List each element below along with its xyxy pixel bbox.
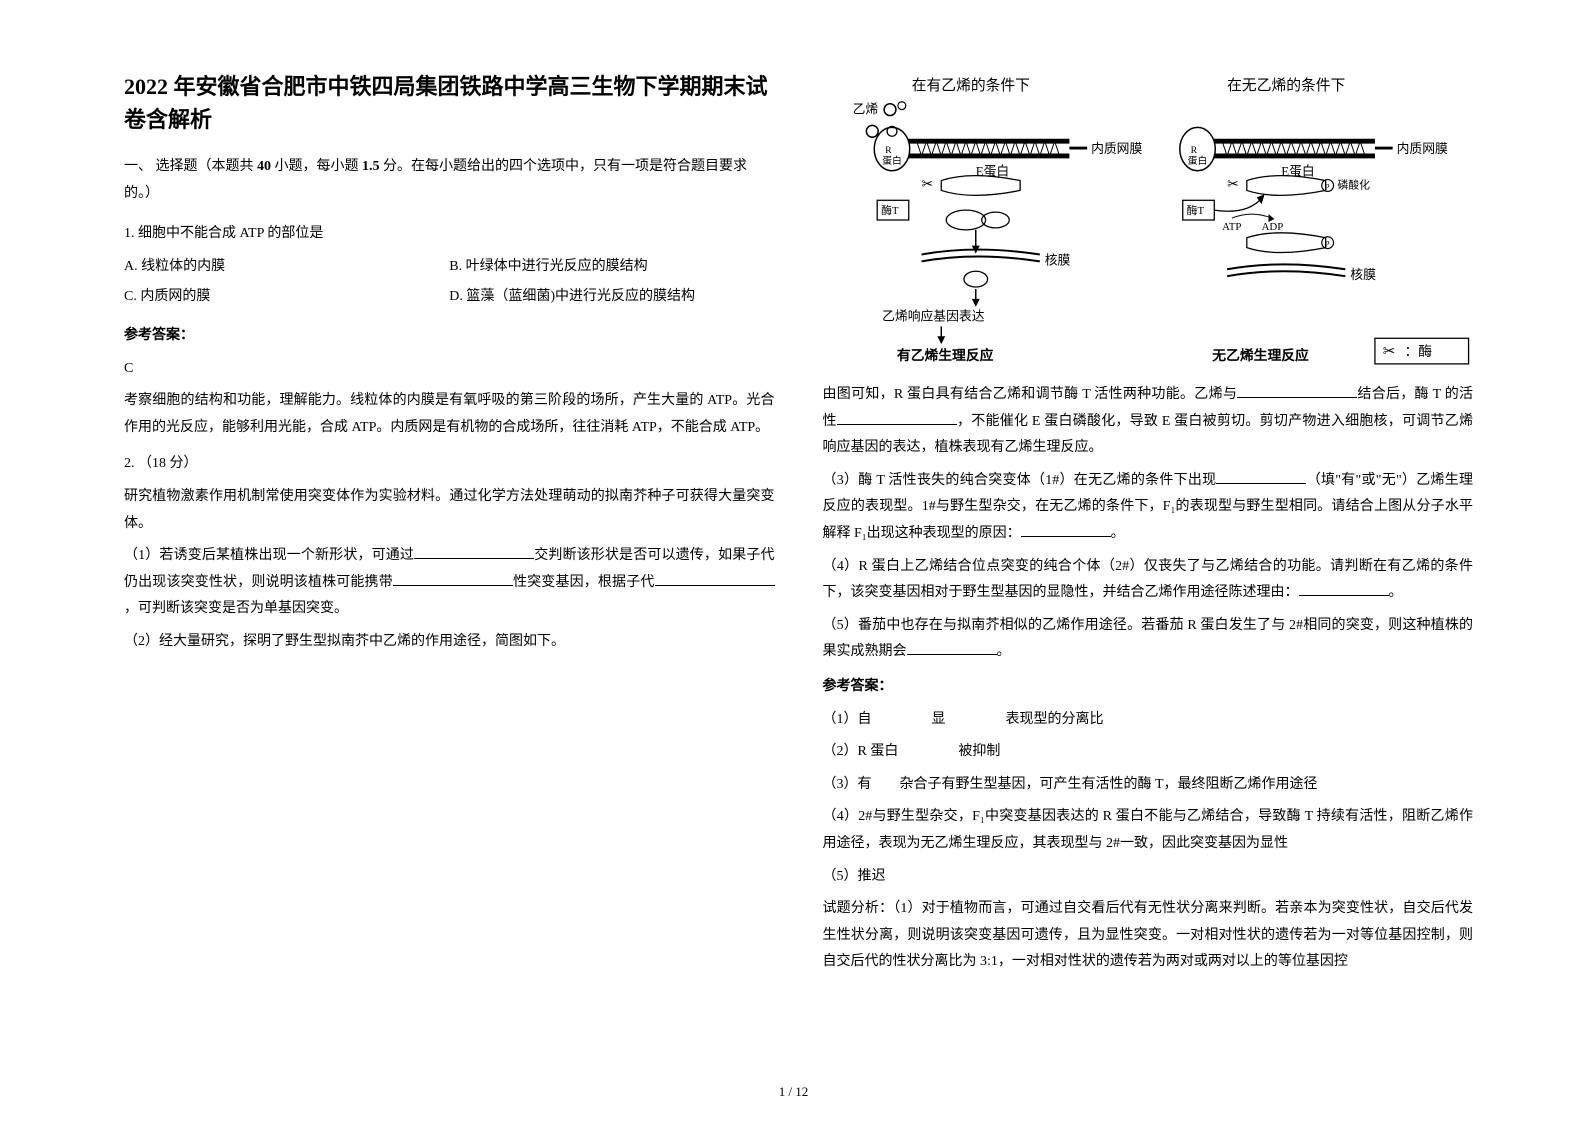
blank [907,641,997,655]
blank [837,411,957,425]
a1b: 显 [932,712,946,727]
p3a: （3）酶 T 活性丧失的纯合突变体（1#）在无乙烯的条件下出现 [823,473,1217,488]
fig-p1a: 由图可知，R 蛋白具有结合乙烯和调节酶 T 活性两种功能。乙烯与 [823,387,1238,402]
q1-stem: 细胞中不能合成 ATP 的部位是 [138,226,323,241]
q2-p1: （1）若诱变后某植株出现一个新形状，可通过交判断该形状是否可以遗传，如果子代仍出… [124,543,775,623]
fig-left-membrane: R 蛋白 内质网膜 E蛋白 ✂ 酶T [874,126,1142,363]
svg-text:内质网膜: 内质网膜 [1091,141,1142,156]
svg-text:核膜: 核膜 [1044,253,1070,267]
a3b: 杂合子有野生型基因，可产生有活性的酶 T，最终阻断乙烯作用途径 [900,777,1318,792]
q2-p1c: 性突变基因，根据子代 [513,575,655,590]
section-prefix: 一、 选择题（本题共 [124,159,257,174]
svg-text:磷酸化: 磷酸化 [1337,177,1370,191]
blank [1216,470,1306,484]
p5b: 。 [997,644,1011,659]
svg-text:R: R [1190,145,1197,156]
ethylene-pathway-figure: 在有乙烯的条件下 在无乙烯的条件下 乙烯 R [823,70,1474,370]
q1-answer: C [124,356,775,383]
a1: （1）自 [823,712,872,727]
q1-optD: D. 篮藻（蓝细菌)中进行光反应的膜结构 [449,284,774,311]
q1-options: A. 线粒体的内膜 B. 叶绿体中进行光反应的膜结构 C. 内质网的膜 D. 篮… [124,254,775,315]
a2b: 被抑制 [958,744,1000,759]
svg-text:内质网膜: 内质网膜 [1396,141,1447,156]
section-heading: 一、 选择题（本题共 40 小题，每小题 1.5 分。在每小题给出的四个选项中，… [124,154,775,207]
blank [1021,523,1111,537]
q2-p4: （4）R 蛋白上乙烯结合位点突变的纯合个体（2#）仅丧失了与乙烯结合的功能。请判… [823,554,1474,607]
svg-text:R: R [885,145,892,156]
ans-5: （5）推迟 [823,864,1474,891]
q1-num: 1. [124,226,138,241]
q1-optC: C. 内质网的膜 [124,284,449,311]
q2-p5: （5）番茄中也存在与拟南芥相似的乙烯作用途径。若番茄 R 蛋白发生了与 2#相同… [823,613,1474,666]
blank [414,545,534,559]
svg-text:✂: ✂ [921,176,933,191]
q1-optA: A. 线粒体的内膜 [124,254,449,281]
analysis: 试题分析：（1）对于植物而言，可通过自交看后代有无性状分离来判断。若亲本为突变性… [823,896,1474,976]
svg-text:酶T: 酶T [881,204,899,217]
blank [1237,384,1357,398]
q2-answer-label: 参考答案： [823,674,1474,701]
p4b: 。 [1389,585,1403,600]
svg-text:ADP: ADP [1261,221,1283,233]
blank [393,572,513,586]
svg-text:：酶: ：酶 [1404,344,1432,359]
fig-left-title: 在有乙烯的条件下 [911,77,1029,94]
fig-explain: 由图可知，R 蛋白具有结合乙烯和调节酶 T 活性两种功能。乙烯与结合后，酶 T … [823,382,1474,462]
fig-right-title: 在无乙烯的条件下 [1227,77,1345,94]
q1-explain: 考察细胞的结构和功能，理解能力。线粒体的内膜是有氧呼吸的第三阶段的场所，产生大量… [124,388,775,441]
svg-text:有乙烯生理反应: 有乙烯生理反应 [896,347,993,363]
svg-text:核膜: 核膜 [1350,268,1376,282]
svg-text:乙烯响应基因表达: 乙烯响应基因表达 [882,309,985,324]
ans-2: （2）R 蛋白 被抑制 [823,739,1474,766]
q2-p1d: ，可判断该突变是否为单基因突变。 [124,601,348,616]
p3c: 。 [1111,526,1125,541]
q2-stem: 研究植物激素作用机制常使用突变体作为实验材料。通过化学方法处理萌动的拟南芥种子可… [124,484,775,537]
svg-text:P: P [1324,181,1329,191]
section-score: 1.5 [362,159,380,174]
question-2: 2. （18 分） 研究植物激素作用机制常使用突变体作为实验材料。通过化学方法处… [124,451,775,655]
q1-optB: B. 叶绿体中进行光反应的膜结构 [449,254,774,281]
blank [655,572,775,586]
svg-text:蛋白: 蛋白 [1187,154,1207,167]
svg-text:蛋白: 蛋白 [882,154,902,167]
svg-text:✂: ✂ [1227,176,1239,191]
fig-ethylene-label: 乙烯 [852,103,878,117]
a1c: 表现型的分离比 [1006,712,1104,727]
svg-text:无乙烯生理反应: 无乙烯生理反应 [1211,347,1309,363]
svg-text:P: P [1324,239,1329,249]
page-number: 1 / 12 [779,1084,809,1100]
blank [1299,582,1389,596]
section-mid: 小题，每小题 [271,159,362,174]
ans-4: （4）2#与野生型杂交，F₁中突变基因表达的 R 蛋白不能与乙烯结合，导致酶 T… [823,804,1474,857]
svg-text:ATP: ATP [1222,221,1241,233]
q2-num: 2. （18 分） [124,451,775,478]
ans-1: （1）自 显 表现型的分离比 [823,707,1474,734]
a3: （3）有 [823,777,872,792]
fig-right-membrane: R 蛋白 内质网膜 E蛋白 P 磷酸化 ✂ 酶T [1179,127,1447,363]
question-1: 1. 细胞中不能合成 ATP 的部位是 A. 线粒体的内膜 B. 叶绿体中进行光… [124,221,775,441]
section-count: 40 [257,159,271,174]
page-title: 2022 年安徽省合肥市中铁四局集团铁路中学高三生物下学期期末试卷含解析 [124,70,775,136]
q2-p1a: （1）若诱变后某植株出现一个新形状，可通过 [124,548,414,563]
q2-p2: （2）经大量研究，探明了野生型拟南芥中乙烯的作用途径，简图如下。 [124,629,775,656]
ans-3: （3）有 杂合子有野生型基因，可产生有活性的酶 T，最终阻断乙烯作用途径 [823,772,1474,799]
a2: （2）R 蛋白 [823,744,899,759]
q1-answer-label: 参考答案： [124,323,775,350]
q2-p3: （3）酶 T 活性丧失的纯合突变体（1#）在无乙烯的条件下出现（填"有"或"无"… [823,468,1474,548]
svg-text:✂: ✂ [1382,344,1394,360]
svg-text:酶T: 酶T [1186,204,1204,217]
